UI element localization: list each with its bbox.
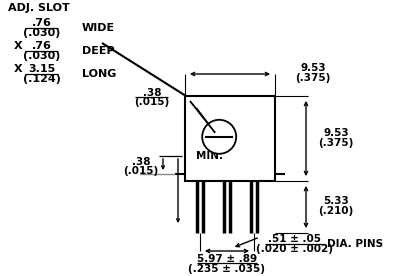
Text: 5.33: 5.33 <box>323 196 349 206</box>
Text: LONG: LONG <box>82 69 116 79</box>
Text: 9.53: 9.53 <box>323 128 349 137</box>
Text: 5.97 ± .89: 5.97 ± .89 <box>197 254 257 264</box>
Text: .38: .38 <box>132 157 150 167</box>
Text: .76: .76 <box>32 18 52 28</box>
Text: .38: .38 <box>143 88 161 98</box>
Text: 3.15: 3.15 <box>28 64 56 74</box>
Text: (.375): (.375) <box>295 73 331 83</box>
Bar <box>185 96 275 181</box>
Text: (.030): (.030) <box>23 51 61 61</box>
Text: 9.53: 9.53 <box>300 63 326 73</box>
Text: (.210): (.210) <box>318 206 354 216</box>
Text: (.235 ± .035): (.235 ± .035) <box>188 264 266 274</box>
Circle shape <box>202 120 236 154</box>
Text: (.124): (.124) <box>23 74 61 84</box>
Text: X: X <box>14 64 22 74</box>
Text: (.015): (.015) <box>123 166 159 176</box>
Text: (.020 ± .002): (.020 ± .002) <box>256 244 334 254</box>
Text: ADJ. SLOT: ADJ. SLOT <box>8 3 70 13</box>
Text: (.015): (.015) <box>134 97 170 107</box>
Text: DIA. PINS: DIA. PINS <box>327 239 383 249</box>
Text: .51 ± .05: .51 ± .05 <box>268 234 322 244</box>
Text: DEEP: DEEP <box>82 46 115 56</box>
Text: MIN.: MIN. <box>196 151 223 161</box>
Text: (.030): (.030) <box>23 28 61 38</box>
Text: WIDE: WIDE <box>82 23 115 33</box>
Text: (.375): (.375) <box>318 137 354 147</box>
Text: X: X <box>14 41 22 51</box>
Text: .76: .76 <box>32 41 52 51</box>
